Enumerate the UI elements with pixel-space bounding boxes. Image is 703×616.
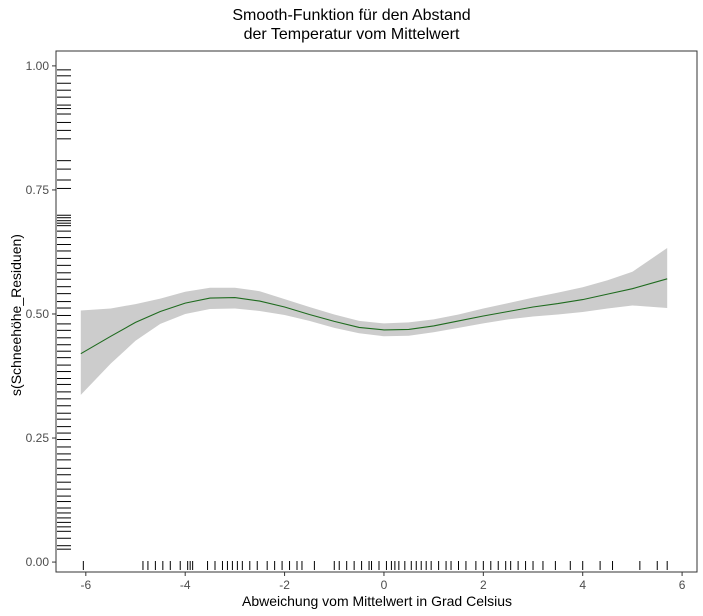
axis-layer: -6 -4 -2 0 2 4 6 0.00 0.25 0.50 0.75 1.00 bbox=[26, 59, 686, 592]
x-axis-title: Abweichung vom Mittelwert in Grad Celsiu… bbox=[242, 593, 512, 609]
y-tick-label: 0.00 bbox=[26, 555, 50, 569]
x-tick-label: -6 bbox=[80, 578, 91, 592]
smooth-line-layer bbox=[80, 278, 668, 355]
x-tick-label: 2 bbox=[480, 578, 487, 592]
rug-layer bbox=[57, 69, 668, 570]
x-tick-label: 0 bbox=[381, 578, 388, 592]
x-tick-label: 4 bbox=[579, 578, 586, 592]
x-tick-label: -4 bbox=[180, 578, 191, 592]
x-tick-label: -2 bbox=[279, 578, 290, 592]
confidence-band-layer bbox=[80, 248, 668, 395]
chart-title-line-2: der Temperatur vom Mittelwert bbox=[243, 26, 460, 43]
confidence-band bbox=[80, 248, 668, 395]
y-axis-title: s(Schneehöhe_Residuen) bbox=[8, 234, 24, 396]
y-tick-label: 0.50 bbox=[26, 307, 50, 321]
y-tick-label: 0.75 bbox=[26, 183, 50, 197]
y-tick-label: 1.00 bbox=[26, 59, 50, 73]
chart-title-line-1: Smooth-Funktion für den Abstand bbox=[232, 7, 471, 24]
plot-panel-border bbox=[55, 50, 698, 573]
y-tick-label: 0.25 bbox=[26, 431, 50, 445]
smooth-line bbox=[80, 278, 668, 355]
x-tick-label: 6 bbox=[679, 578, 686, 592]
